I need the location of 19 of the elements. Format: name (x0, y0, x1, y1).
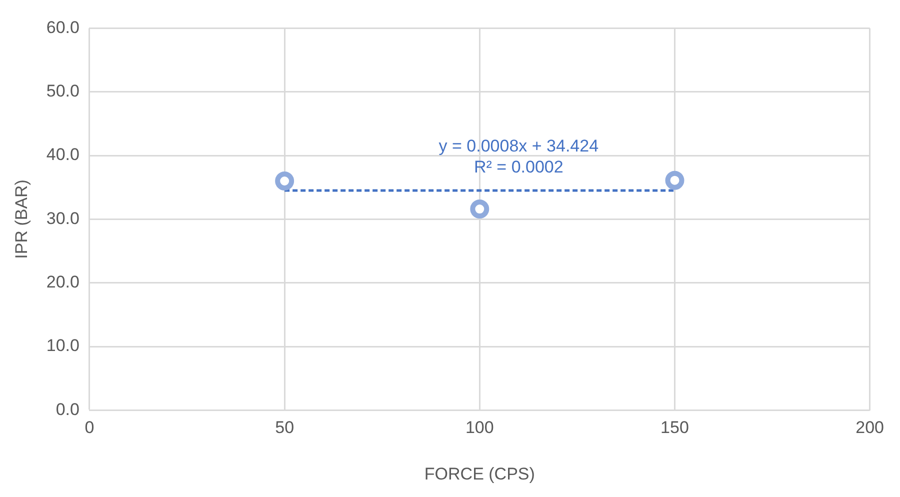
y-tick-label: 10.0 (46, 336, 80, 356)
x-tick-label: 0 (84, 418, 94, 438)
y-tick-label: 40.0 (46, 145, 80, 164)
y-tick-label: 60.0 (46, 18, 80, 37)
x-tick-label: 150 (660, 418, 689, 438)
x-tick-label: 100 (465, 418, 494, 438)
y-tick-label: 50.0 (46, 82, 80, 101)
point (470, 200, 490, 219)
annotation: R² = 0.0002 (474, 157, 564, 176)
y-tick-label: 20.0 (46, 272, 80, 292)
x-axis-title: FORCE (CPS) (424, 464, 535, 484)
y-tick-label: 0.0 (56, 400, 80, 419)
annotation: y = 0.0008x + 34.424 (438, 136, 599, 156)
x-tick-label: 50 (275, 418, 294, 438)
y-tick-label: 30.0 (46, 208, 80, 228)
point (275, 172, 294, 190)
y-axis-title: IPR (BAR) (12, 180, 31, 259)
point (665, 170, 684, 190)
x-tick-label: 200 (856, 418, 884, 438)
